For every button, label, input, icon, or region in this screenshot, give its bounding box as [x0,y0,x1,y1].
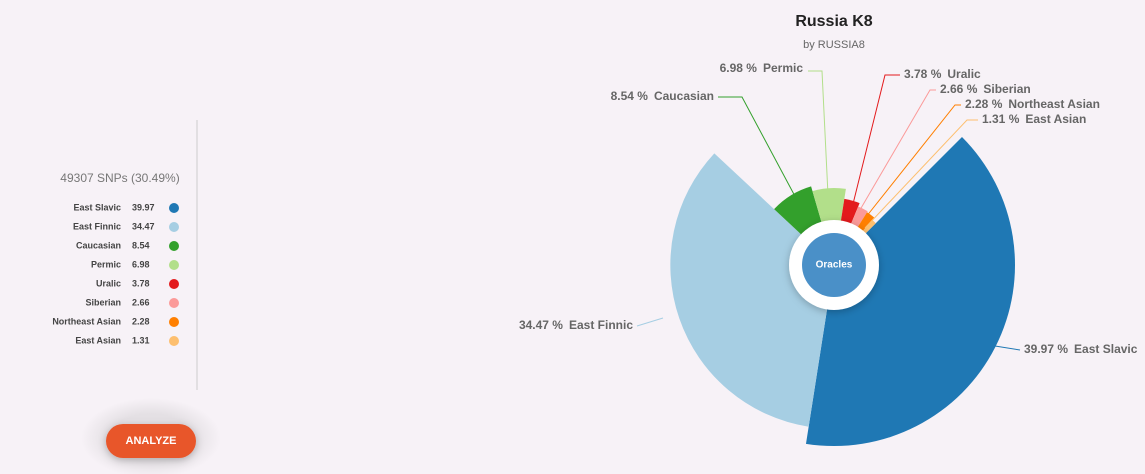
legend-value: 8.54 [132,240,150,250]
button-bg[interactable] [106,424,196,458]
analyze-button[interactable]: ANALYZE [106,424,196,458]
legend-dot [169,241,179,251]
slice-label: 6.98 % Permic [720,61,804,75]
pie-slice [805,137,1015,446]
slice-value-label: 3.78 % [904,67,942,81]
leader-line [861,104,961,223]
legend-dot [169,260,179,270]
leader-line [636,317,664,327]
leader-line [864,119,978,229]
slice-value-label: 34.47 % [519,318,563,332]
leader-line [808,70,829,196]
slice-label: 39.97 % East Slavic [1024,342,1138,356]
slice-name: Uralic [947,67,981,81]
legend-value: 39.97 [132,202,155,212]
legend-dot [169,336,179,346]
slice-label: 34.47 % East Finnic [519,318,633,332]
legend-name: Permic [91,259,121,269]
snp-count: 49307 SNPs (30.49%) [60,171,179,185]
legend-name: East Slavic [73,202,121,212]
pie-slice [670,153,834,427]
leader-line [856,89,936,216]
chart-title: Russia K8 [795,13,872,30]
slice-value-label: 39.97 % [1024,342,1068,356]
slice-name: East Finnic [569,318,633,332]
slice-name: East Slavic [1074,342,1138,356]
slice-value-label: 2.28 % [965,97,1003,111]
legend-dot [169,203,179,213]
chart-subtitle: by RUSSIA8 [803,39,865,51]
slice-value-label: 1.31 % [982,112,1020,126]
legend-dot [169,317,179,327]
slice-label: 1.31 % East Asian [982,112,1086,126]
center-button[interactable] [802,233,866,297]
leader-line [718,96,798,201]
slice-name: Northeast Asian [1008,97,1100,111]
legend-value: 2.28 [132,316,150,326]
center-label[interactable]: Oracles [816,260,853,271]
slice-label: 2.66 % Siberian [940,82,1031,96]
legend-value: 2.66 [132,297,150,307]
leader-line [994,345,1021,351]
slice-label: 2.28 % Northeast Asian [965,97,1100,111]
legend-value: 1.31 [132,335,150,345]
legend-dot [169,222,179,232]
legend-name: East Finnic [73,221,121,231]
legend-name: Siberian [85,297,121,307]
legend-name: Caucasian [76,240,121,250]
button-label[interactable]: ANALYZE [126,435,177,447]
legend: East Slavic 39.97 East Finnic 34.47 Caucasia… [52,202,179,346]
slice-value-label: 6.98 % [720,61,758,75]
legend-name: Uralic [96,278,121,288]
slice-value-label: 2.66 % [940,82,978,96]
slice-name: Permic [763,61,803,75]
legend-name: Northeast Asian [52,316,121,326]
legend-dot [169,279,179,289]
leader-line [851,74,900,209]
legend-name: East Asian [75,335,121,345]
legend-value: 3.78 [132,278,150,288]
slice-label: 8.54 % Caucasian [611,89,714,103]
slice-name: Caucasian [654,89,714,103]
slice-name: East Asian [1025,112,1086,126]
legend-dot [169,298,179,308]
slice-name: Siberian [983,82,1030,96]
legend-value: 6.98 [132,259,150,269]
legend-value: 34.47 [132,221,155,231]
slice-label: 3.78 % Uralic [904,67,981,81]
slice-value-label: 8.54 % [611,89,649,103]
